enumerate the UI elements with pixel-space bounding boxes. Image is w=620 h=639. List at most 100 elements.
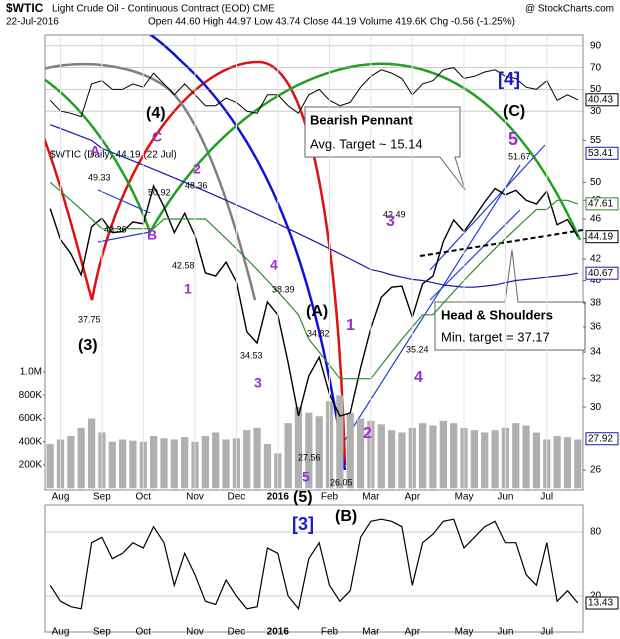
- annotation: A: [90, 143, 100, 159]
- x-tick-label: Jul: [540, 492, 553, 503]
- annotation: 4: [270, 257, 278, 273]
- symbol: $WTIC: [6, 1, 44, 15]
- annotation: Min. target = 37.17: [441, 329, 550, 344]
- volume-bar: [87, 418, 96, 489]
- oscillator-panel: [44, 504, 584, 633]
- annotation: 34.82: [307, 328, 330, 338]
- volume-bar: [450, 423, 458, 489]
- x-tick-label: May: [455, 492, 474, 503]
- volume-bar: [222, 439, 230, 489]
- annotation: 1: [184, 281, 192, 297]
- line: [49, 124, 578, 288]
- volume-bar: [108, 441, 116, 489]
- x-tick-label: Feb: [321, 627, 339, 638]
- annotation: 35.24: [406, 344, 429, 354]
- volume-tick-label: 600K: [19, 413, 43, 424]
- y-tick-label: 38: [590, 298, 602, 309]
- value-marker: 44.19: [588, 231, 613, 242]
- volume-bar: [150, 435, 158, 489]
- y-tick-label: 32: [590, 373, 602, 384]
- value-marker-box: [585, 432, 619, 446]
- volume-tick-label: 800K: [19, 390, 43, 401]
- value-marker-box: [585, 596, 619, 610]
- annotation: Avg. Target ~ 15.14: [310, 136, 423, 151]
- value-marker-box: [585, 146, 619, 160]
- annotation: (C): [503, 103, 525, 120]
- x-tick-label: Apr: [405, 627, 421, 638]
- rsi-tick-label: 50: [590, 84, 602, 95]
- annotation: (A): [306, 303, 328, 320]
- annotation: 26.05: [330, 477, 353, 487]
- x-tick-label: Feb: [321, 492, 339, 503]
- rsi-tick-label: 90: [590, 41, 602, 52]
- volume-bar: [346, 412, 354, 489]
- callout-box: [304, 106, 466, 191]
- volume-bar: [284, 423, 292, 489]
- y-tick-label: 55: [590, 135, 602, 146]
- volume-bar: [67, 435, 75, 489]
- annotation: 3: [386, 213, 395, 230]
- volume-bar: [181, 437, 189, 489]
- annotation: 50.92: [148, 187, 171, 197]
- rsi-tick-label: 70: [590, 62, 602, 73]
- annotation: 43.36: [104, 224, 127, 234]
- annotation: 42.49: [383, 209, 406, 219]
- x-tick-label: 2016: [267, 492, 290, 503]
- volume-bar: [470, 430, 478, 489]
- annotation: 2: [363, 425, 372, 442]
- volume-bar: [532, 432, 541, 489]
- cycle-arc: [148, 35, 347, 471]
- x-tick-label: Oct: [136, 492, 152, 503]
- x-tick-label: Aug: [52, 492, 70, 503]
- volume-bar: [129, 440, 137, 489]
- value-marker: 13.43: [588, 598, 613, 609]
- annotation: C: [152, 129, 162, 145]
- volume-bar: [243, 430, 251, 489]
- value-marker-box: [585, 266, 619, 280]
- annotation: 42.58: [172, 260, 195, 270]
- x-tick-label: Apr: [405, 492, 421, 503]
- volume-bar: [305, 412, 313, 489]
- value-marker: 40.67: [588, 268, 613, 279]
- value-marker: 40.43: [588, 94, 613, 105]
- annotation: Head & Shoulders: [441, 307, 553, 322]
- volume-bar: [253, 427, 261, 489]
- x-tick-label: Jun: [497, 492, 513, 503]
- annotation: (4): [146, 105, 166, 122]
- volume-bar: [212, 432, 220, 489]
- y-tick-label: 50: [590, 177, 602, 188]
- annotation: 38.39: [272, 284, 295, 294]
- callouts: [304, 106, 586, 351]
- y-tick-label: 34: [590, 347, 602, 358]
- annotation: [4]: [498, 69, 520, 89]
- volume-tick-label: 400K: [19, 436, 43, 447]
- annotation: (3): [78, 337, 98, 354]
- cycle-arc: [45, 62, 582, 241]
- line: [49, 518, 579, 611]
- volume-bar: [439, 420, 447, 489]
- date: 22-Jul-2016: [6, 17, 59, 28]
- annotation: [3]: [292, 514, 314, 534]
- volume-bar: [398, 432, 406, 489]
- volume-bar: [294, 406, 303, 489]
- x-tick-label: Nov: [186, 627, 204, 638]
- annotation: 27.56: [298, 452, 321, 462]
- annotation: 3: [254, 375, 262, 391]
- x-tick-label: May: [455, 627, 474, 638]
- rsi-tick-label: 30: [590, 106, 602, 117]
- annotation: 4: [414, 369, 423, 386]
- volume-tick-label: 1.0M: [20, 367, 42, 378]
- value-marker: 27.92: [588, 433, 613, 444]
- volume-bar: [522, 425, 530, 489]
- y-tick-label: 42: [590, 254, 602, 265]
- volume-bar: [491, 430, 499, 489]
- volume-bar: [356, 418, 365, 489]
- y-tick-label: 46: [590, 214, 602, 225]
- annotation: 34.53: [240, 350, 263, 360]
- volume-bar: [46, 444, 54, 489]
- value-marker: 47.61: [588, 199, 613, 210]
- value-marker-box: [585, 93, 619, 107]
- volume-bar: [574, 439, 582, 489]
- callout-box: [434, 249, 586, 351]
- x-tick-label: Dec: [228, 627, 246, 638]
